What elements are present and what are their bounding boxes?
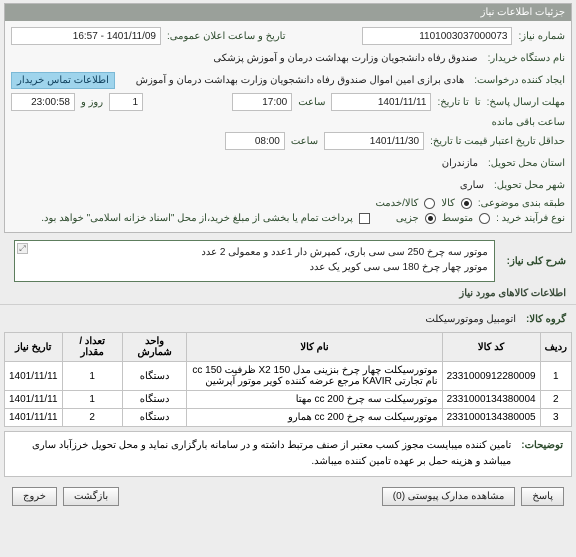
cell-qty: 1: [62, 391, 122, 409]
valid-date-field: 1401/11/30: [324, 132, 424, 150]
summary-line1: موتور سه چرخ 250 سی سی باری، کمپرش دار 1…: [21, 245, 488, 260]
col-date: تاریخ نیاز: [5, 333, 63, 362]
attachments-button[interactable]: مشاهده مدارک پیوستی (0): [382, 487, 516, 506]
radio-small-label: جزیی: [396, 213, 419, 224]
cell-name: موتورسیکلت سه چرخ cc 200 همارو: [187, 409, 442, 427]
expand-icon[interactable]: ⤢: [17, 243, 28, 254]
col-code: کد کالا: [442, 333, 540, 362]
radio-mid-label: متوسط: [442, 213, 473, 224]
answer-button[interactable]: پاسخ: [521, 487, 564, 506]
need-no-label: شماره نیاز:: [518, 31, 565, 42]
countdown-field: 23:00:58: [11, 93, 75, 111]
radio-service-label: کالا/خدمت: [375, 198, 418, 209]
cell-qty: 2: [62, 409, 122, 427]
cell-name: موتورسیکلت چهار چرخ بنزینی مدل X2 150 ظر…: [187, 362, 442, 391]
check-treasury-label: پرداخت تمام یا بخشی از مبلغ خرید،از محل …: [41, 213, 353, 224]
panel-body: شماره نیاز: 1101003037000073 تاریخ و ساع…: [5, 21, 571, 232]
radio-goods-label: کالا: [441, 198, 455, 209]
radio-service[interactable]: [424, 198, 435, 209]
items-section-title: اطلاعات کالاهای مورد نیاز: [0, 286, 576, 301]
items-table: ردیف کد کالا نام کالا واحد شمارش تعداد /…: [4, 332, 572, 427]
cell-name: موتورسیکلت سه چرخ cc 200 مهتا: [187, 391, 442, 409]
remain: ساعت باقی مانده: [492, 117, 565, 128]
announce-date-field: 1401/11/09 - 16:57: [11, 27, 161, 45]
resp-date-field: 1401/11/11: [331, 93, 431, 111]
summary-line2: موتور چهار چرخ 180 سی سی کویر یک عدد: [21, 260, 488, 275]
province-label: استان محل تحویل:: [488, 158, 565, 169]
to-time-label: تا تاریخ:: [437, 97, 468, 108]
description-box: توضیحات: تامین کننده میبایست مجوز کسب مع…: [4, 431, 572, 477]
table-row[interactable]: 12331000912280009موتورسیکلت چهار چرخ بنز…: [5, 362, 572, 391]
panel-title: جزئیات اطلاعات نیاز: [5, 4, 571, 21]
radio-goods[interactable]: [461, 198, 472, 209]
description-label: توضیحات:: [521, 438, 563, 470]
cell-qty: 1: [62, 362, 122, 391]
summary-textarea: ⤢ موتور سه چرخ 250 سی سی باری، کمپرش دار…: [14, 240, 495, 282]
announce-date-label: تاریخ و ساعت اعلان عمومی:: [167, 31, 286, 42]
resp-time-field: 17:00: [232, 93, 292, 111]
cell-row: 3: [540, 409, 571, 427]
city-field: ساری: [456, 176, 488, 194]
table-row[interactable]: 22331000134380004موتورسیکلت سه چرخ cc 20…: [5, 391, 572, 409]
valid-time-field: 08:00: [225, 132, 285, 150]
cell-code: 2331000134380004: [442, 391, 540, 409]
group-label: گروه کالا:: [526, 314, 566, 325]
clock-2: ساعت: [291, 136, 318, 147]
clock-1: ساعت: [298, 97, 325, 108]
cell-unit: دستگاه: [122, 362, 187, 391]
upto-1: تا: [475, 97, 481, 108]
category-label: طبقه بندی موضوعی:: [478, 198, 565, 209]
buyer-name-field: صندوق رفاه دانشجویان وزارت بهداشت درمان …: [209, 49, 481, 67]
back-button[interactable]: بازگشت: [63, 487, 119, 506]
creator-field: هادی برازی امین اموال صندوق رفاه دانشجوی…: [121, 71, 468, 89]
dayand: روز و: [81, 97, 103, 108]
details-panel: جزئیات اطلاعات نیاز شماره نیاز: 11010030…: [4, 3, 572, 233]
resp-deadline-label: مهلت ارسال پاسخ:: [487, 97, 565, 108]
need-no-field: 1101003037000073: [362, 27, 512, 45]
resp-count-field: 1: [109, 93, 143, 111]
radio-mid[interactable]: [479, 213, 490, 224]
buyer-name-label: نام دستگاه خریدار:: [488, 53, 565, 64]
col-row: ردیف: [540, 333, 571, 362]
check-treasury[interactable]: [359, 213, 370, 224]
group-value: اتومبیل وموتورسیکلت: [421, 310, 520, 328]
col-name: نام کالا: [187, 333, 442, 362]
process-type-label: نوع فرآیند خرید :: [496, 213, 565, 224]
table-row[interactable]: 32331000134380005موتورسیکلت سه چرخ cc 20…: [5, 409, 572, 427]
radio-small[interactable]: [425, 213, 436, 224]
cell-row: 1: [540, 362, 571, 391]
cell-row: 2: [540, 391, 571, 409]
cell-code: 2331000912280009: [442, 362, 540, 391]
col-qty: تعداد / مقدار: [62, 333, 122, 362]
cell-code: 2331000134380005: [442, 409, 540, 427]
cell-date: 1401/11/11: [5, 362, 63, 391]
valid-deadline-label: حداقل تاریخ اعتبار قیمت تا تاریخ:: [430, 136, 565, 147]
col-unit: واحد شمارش: [122, 333, 187, 362]
exit-button[interactable]: خروج: [12, 487, 57, 506]
city-label: شهر محل تحویل:: [494, 180, 565, 191]
creator-label: ایجاد کننده درخواست:: [474, 75, 565, 86]
province-field: مازندران: [438, 154, 482, 172]
button-bar: پاسخ مشاهده مدارک پیوستی (0) بازگشت خروج: [4, 481, 572, 512]
cell-date: 1401/11/11: [5, 391, 63, 409]
summary-label: شرح کلی نیاز:: [507, 256, 566, 267]
contact-info-button[interactable]: اطلاعات تماس خریدار: [11, 72, 115, 89]
cell-unit: دستگاه: [122, 391, 187, 409]
cell-unit: دستگاه: [122, 409, 187, 427]
cell-date: 1401/11/11: [5, 409, 63, 427]
description-text: تامین کننده میبایست مجوز کسب معتبر از صن…: [13, 438, 511, 470]
